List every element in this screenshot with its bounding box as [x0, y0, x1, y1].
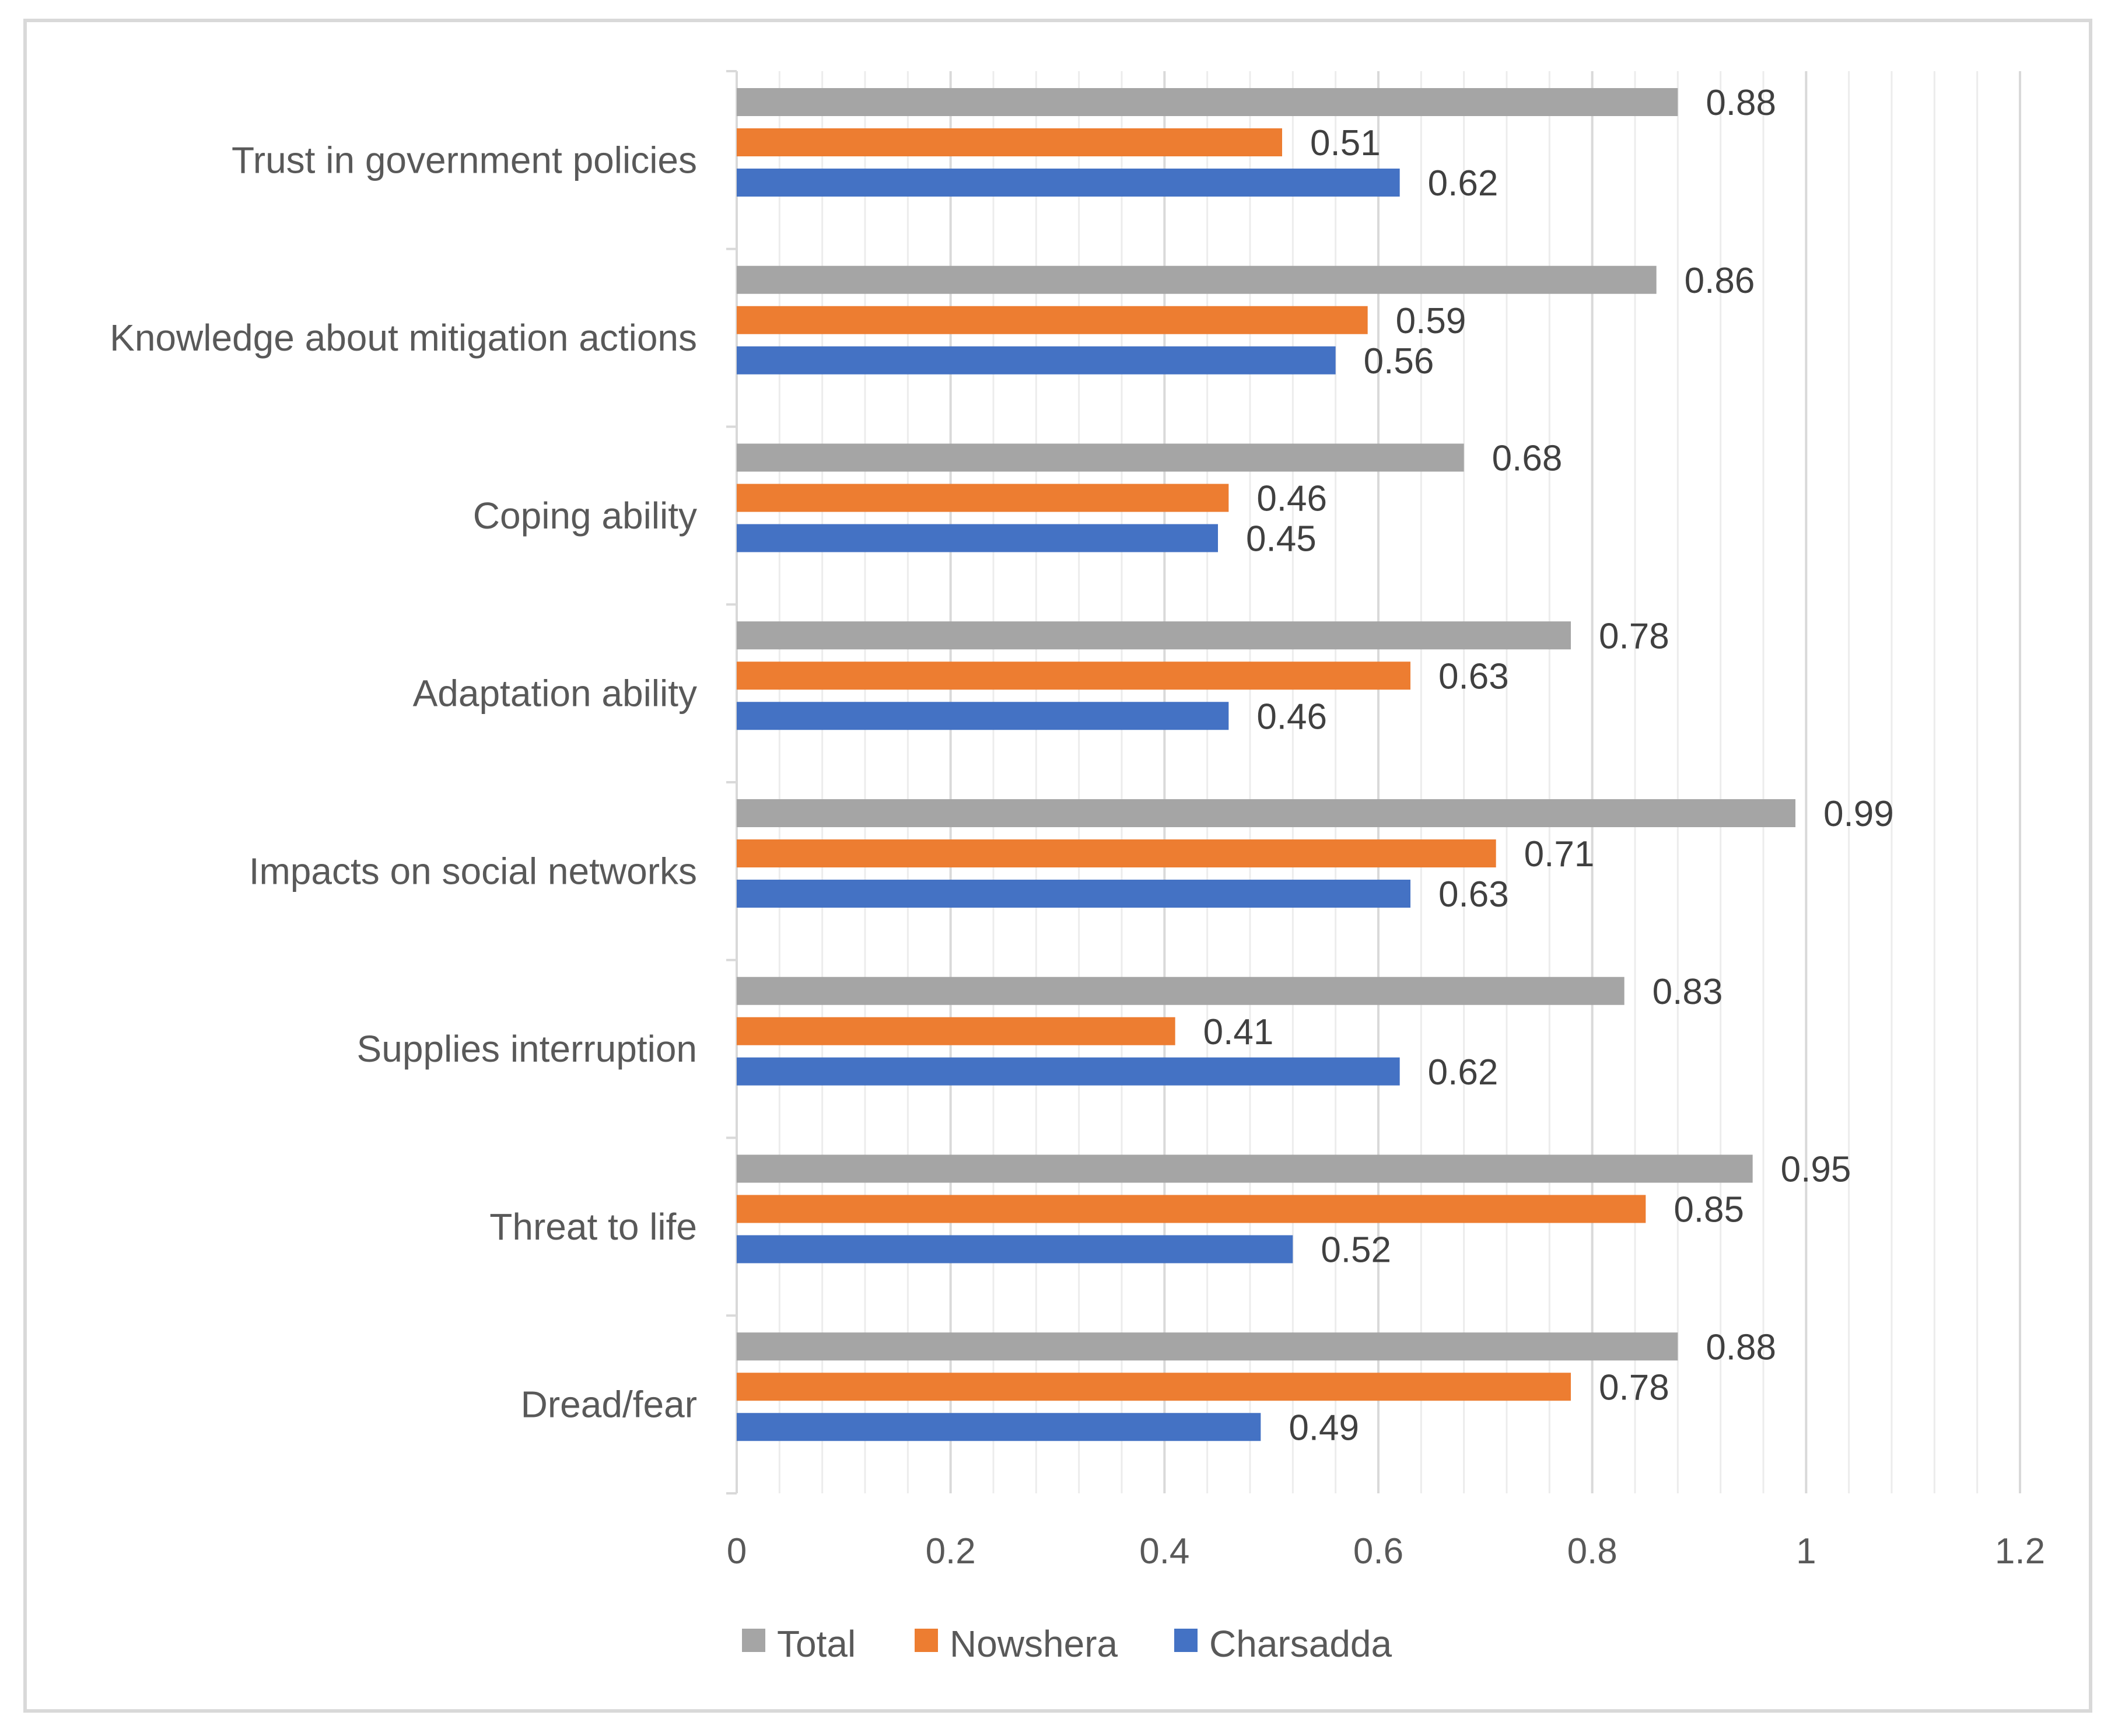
category-label: Impacts on social networks — [249, 850, 697, 892]
bar-nowshera — [737, 1195, 1646, 1223]
category-label: Threat to life — [489, 1206, 697, 1248]
data-label-total: 0.88 — [1706, 83, 1776, 123]
data-label-charsadda: 0.63 — [1438, 874, 1509, 915]
data-label-charsadda: 0.45 — [1246, 519, 1317, 559]
category-label: Knowledge about mitigation actions — [110, 317, 697, 359]
data-label-nowshera: 0.78 — [1599, 1367, 1669, 1408]
data-label-charsadda: 0.46 — [1256, 696, 1327, 737]
data-label-total: 0.78 — [1599, 616, 1669, 656]
bar-total — [737, 977, 1625, 1005]
bar-total — [737, 1332, 1678, 1361]
category-label: Trust in government policies — [232, 139, 697, 181]
data-label-charsadda: 0.62 — [1428, 163, 1499, 204]
bar-charsadda — [737, 1235, 1293, 1264]
legend-label-charsadda: Charsadda — [1209, 1623, 1392, 1665]
bar-nowshera — [737, 1017, 1175, 1045]
category-axis — [726, 70, 738, 1494]
data-label-total: 0.88 — [1706, 1327, 1776, 1367]
category-label: Supplies interruption — [357, 1028, 697, 1070]
bar-charsadda — [737, 524, 1218, 552]
data-label-charsadda: 0.52 — [1321, 1230, 1391, 1270]
data-label-total: 0.86 — [1685, 261, 1755, 301]
data-label-nowshera: 0.46 — [1256, 479, 1327, 519]
bar-total — [737, 265, 1657, 294]
bar-nowshera — [737, 306, 1368, 334]
legend-swatch-charsadda — [1174, 1629, 1198, 1652]
bar-charsadda — [737, 1413, 1261, 1441]
category-label: Dread/fear — [521, 1384, 697, 1426]
data-label-nowshera: 0.59 — [1396, 301, 1466, 341]
data-label-nowshera: 0.85 — [1674, 1190, 1744, 1230]
bar-charsadda — [737, 702, 1229, 730]
category-label: Coping ability — [473, 495, 697, 537]
bar-charsadda — [737, 169, 1400, 197]
category-label: Adaptation ability — [413, 673, 697, 715]
bar-nowshera — [737, 662, 1410, 690]
legend-swatch-nowshera — [915, 1629, 938, 1652]
x-tick-label: 1.2 — [1995, 1531, 2045, 1572]
x-tick-label: 0.8 — [1567, 1531, 1618, 1572]
legend-swatch-total — [742, 1629, 765, 1652]
bar-total — [737, 88, 1678, 116]
category-labels: Trust in government policies Knowledge ab… — [110, 139, 697, 1425]
bar-nowshera — [737, 484, 1229, 512]
data-label-total: 0.95 — [1781, 1150, 1851, 1190]
legend: Total Nowshera Charsadda — [742, 1623, 1392, 1665]
x-tick-label: 0.6 — [1353, 1531, 1403, 1572]
bar-total — [737, 799, 1795, 827]
data-label-charsadda: 0.56 — [1364, 341, 1434, 382]
bar-total — [737, 1154, 1753, 1183]
x-tick-label: 0.2 — [926, 1531, 976, 1572]
x-tick-label: 0 — [727, 1531, 747, 1572]
legend-label-nowshera: Nowshera — [950, 1623, 1118, 1665]
data-label-total: 0.99 — [1823, 794, 1894, 834]
bar-charsadda — [737, 1057, 1400, 1086]
bars — [737, 88, 1795, 1441]
x-tick-label: 0.4 — [1139, 1531, 1189, 1572]
data-label-total: 0.83 — [1653, 972, 1723, 1012]
bar-total — [737, 443, 1464, 472]
data-label-nowshera: 0.41 — [1203, 1012, 1274, 1052]
x-tick-labels: 0 0.2 0.4 0.6 0.8 1 1.2 — [727, 1531, 2045, 1572]
data-label-nowshera: 0.51 — [1310, 123, 1381, 163]
bar-nowshera — [737, 128, 1282, 156]
bar-nowshera — [737, 839, 1496, 867]
data-label-charsadda: 0.62 — [1428, 1052, 1499, 1093]
data-label-charsadda: 0.49 — [1289, 1408, 1359, 1448]
legend-label-total: Total — [777, 1623, 856, 1665]
bar-nowshera — [737, 1373, 1571, 1401]
x-tick-label: 1 — [1796, 1531, 1816, 1572]
data-labels: 0.880.510.620.860.590.560.680.460.450.78… — [1203, 83, 1894, 1448]
bar-charsadda — [737, 346, 1336, 374]
bar-charsadda — [737, 880, 1410, 908]
data-label-nowshera: 0.71 — [1524, 834, 1595, 874]
bar-total — [737, 621, 1571, 650]
data-label-nowshera: 0.63 — [1438, 656, 1509, 696]
data-label-total: 0.68 — [1492, 439, 1563, 479]
